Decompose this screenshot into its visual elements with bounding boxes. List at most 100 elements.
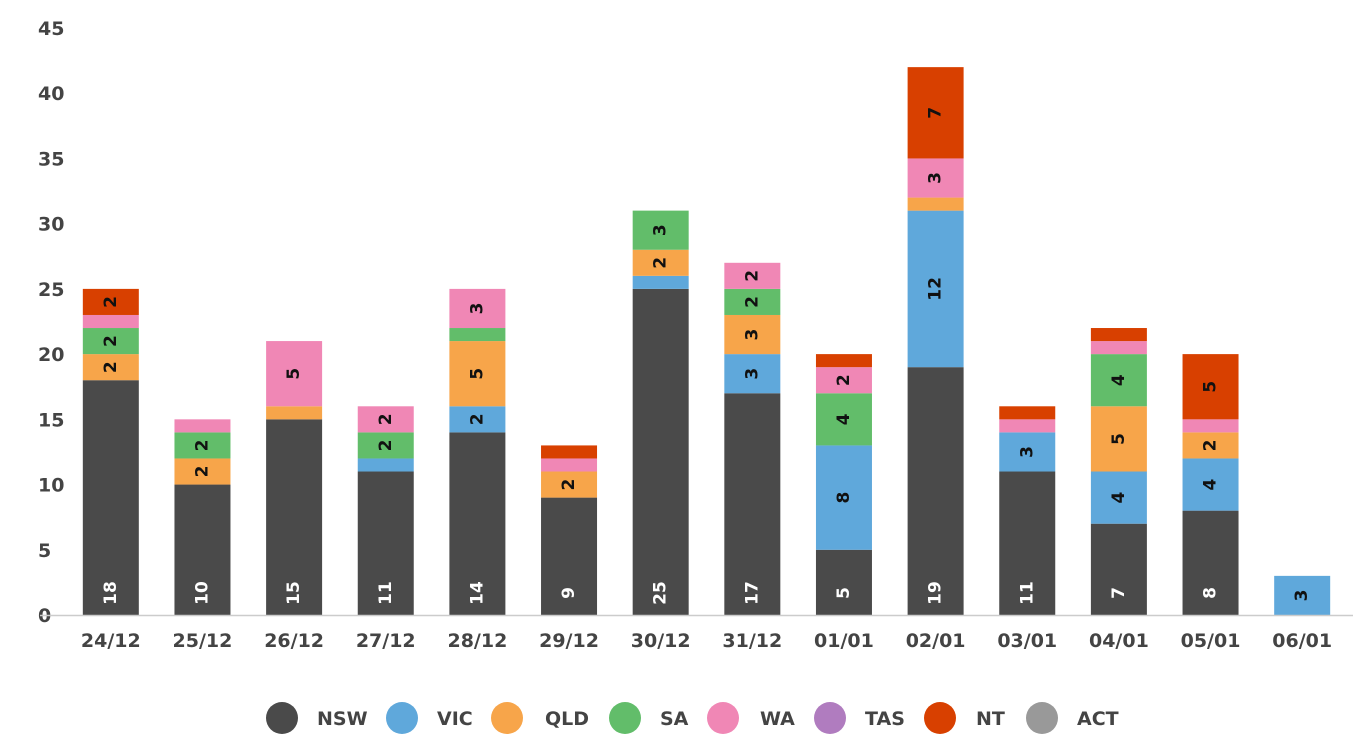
bar-segment-sa[interactable]: [82, 328, 139, 355]
bar-segment-nsw[interactable]: [357, 471, 414, 615]
bar-segment-qld[interactable]: [82, 354, 139, 381]
bar-segment-wa[interactable]: [815, 367, 872, 394]
data-label: 3: [926, 172, 946, 184]
bar-segment-vic[interactable]: [357, 458, 414, 472]
legend-item-wa[interactable]: WA: [707, 702, 795, 734]
bar-segment-nsw[interactable]: [632, 288, 689, 615]
data-label: 7: [926, 107, 946, 119]
bar-segment-nsw[interactable]: [266, 419, 323, 615]
bar-segment-sa[interactable]: [449, 328, 506, 342]
legend-item-nsw[interactable]: NSW: [266, 702, 368, 734]
bar-segment-qld[interactable]: [174, 458, 231, 485]
bar-segment-nt[interactable]: [82, 288, 139, 315]
data-label: 19: [926, 581, 946, 605]
bar-segment-qld[interactable]: [1182, 432, 1239, 459]
bar-segment-qld[interactable]: [266, 406, 323, 420]
x-tick-label: 26/12: [264, 630, 324, 652]
bar-segment-wa[interactable]: [999, 419, 1056, 433]
bar-segment-wa[interactable]: [907, 158, 964, 198]
bar-segment-nsw[interactable]: [999, 471, 1056, 615]
legend-item-qld[interactable]: QLD: [491, 702, 589, 734]
bar-segment-vic[interactable]: [1274, 575, 1331, 615]
bar-segment-nsw[interactable]: [815, 549, 872, 615]
legend-label: QLD: [545, 708, 589, 730]
bar-segment-nt[interactable]: [1090, 328, 1147, 342]
y-tick-label: 45: [38, 18, 64, 40]
bar-segment-nt[interactable]: [541, 445, 598, 459]
bar-segment-nsw[interactable]: [1182, 510, 1239, 615]
bar-segment-nt[interactable]: [907, 67, 964, 159]
legend-item-vic[interactable]: VIC: [386, 702, 473, 734]
bar-segment-qld[interactable]: [449, 341, 506, 407]
bar-segment-wa[interactable]: [357, 406, 414, 433]
bar-segment-nt[interactable]: [1182, 354, 1239, 420]
bar-segment-nt[interactable]: [815, 354, 872, 368]
x-tick-label: 01/01: [814, 630, 874, 652]
bar-segment-sa[interactable]: [632, 210, 689, 250]
y-tick-label: 25: [38, 279, 64, 301]
bar-segment-qld[interactable]: [907, 197, 964, 211]
data-label: 3: [1017, 446, 1037, 458]
data-label: 5: [1109, 433, 1129, 445]
bar-segment-sa[interactable]: [815, 393, 872, 446]
bar-segment-wa[interactable]: [174, 419, 231, 433]
bar-segment-nsw[interactable]: [449, 432, 506, 615]
bar-segment-wa[interactable]: [449, 288, 506, 329]
bar-segment-nsw[interactable]: [174, 484, 231, 615]
data-label: 2: [376, 413, 396, 425]
x-tick-label: 29/12: [539, 630, 599, 652]
bar-segment-sa[interactable]: [1090, 354, 1147, 407]
legend-item-nt[interactable]: NT: [924, 702, 1005, 734]
bar-segment-wa[interactable]: [266, 341, 323, 407]
data-label: 2: [101, 296, 121, 308]
bar-segment-sa[interactable]: [357, 432, 414, 459]
data-label: 10: [192, 581, 212, 605]
bar-segment-vic[interactable]: [724, 354, 781, 394]
bar-segment-sa[interactable]: [174, 432, 231, 459]
bar-segment-wa[interactable]: [1182, 419, 1239, 433]
legend-item-sa[interactable]: SA: [609, 702, 689, 734]
bar-segment-nsw[interactable]: [82, 380, 139, 615]
legend-label: VIC: [437, 708, 473, 730]
data-label: 2: [742, 270, 762, 282]
bar-segment-vic[interactable]: [815, 445, 872, 550]
bar-segment-qld[interactable]: [632, 249, 689, 276]
x-axis: 24/12 25/12 26/12 27/12 28/12 29/12 30/12 31/12…: [81, 630, 1332, 652]
data-label: 2: [192, 440, 212, 452]
legend-swatch: [491, 702, 523, 734]
y-tick-label: 10: [38, 475, 64, 497]
bar-segment-nsw[interactable]: [907, 367, 964, 615]
bar-segment-vic[interactable]: [1182, 458, 1239, 511]
bar-segment-vic[interactable]: [907, 210, 964, 368]
bar-segment-nsw[interactable]: [1090, 523, 1147, 615]
x-tick-label: 27/12: [356, 630, 416, 652]
bar-segment-wa[interactable]: [82, 314, 139, 329]
bar-segment-vic[interactable]: [999, 432, 1056, 472]
data-label: 3: [742, 368, 762, 380]
bar-segment-qld[interactable]: [541, 471, 598, 498]
y-tick-label: 30: [38, 214, 64, 236]
data-label: 3: [467, 303, 487, 315]
bar-segment-sa[interactable]: [724, 288, 781, 315]
bar-segment-qld[interactable]: [1090, 406, 1147, 472]
bar-segment-nt[interactable]: [999, 406, 1056, 420]
bar-segment-wa[interactable]: [1090, 341, 1147, 355]
bar-segment-vic[interactable]: [632, 275, 689, 289]
legend-label: NT: [976, 708, 1005, 730]
bar-segment-wa[interactable]: [541, 458, 598, 472]
legend-item-tas[interactable]: TAS: [814, 702, 905, 734]
bar-segment-qld[interactable]: [724, 314, 781, 355]
data-label: 11: [1017, 581, 1037, 605]
bar-segment-wa[interactable]: [724, 262, 781, 289]
bar-segment-vic[interactable]: [449, 406, 506, 433]
data-label: 3: [1292, 590, 1312, 602]
bar-segment-vic[interactable]: [1090, 471, 1147, 524]
data-label: 4: [1109, 374, 1129, 386]
bar-segment-nsw[interactable]: [541, 497, 598, 615]
legend-item-act[interactable]: ACT: [1026, 702, 1119, 734]
bar-segment-nsw[interactable]: [724, 393, 781, 615]
data-label: 7: [1109, 587, 1129, 599]
data-label: 17: [742, 581, 762, 605]
data-label: 4: [1109, 492, 1129, 504]
